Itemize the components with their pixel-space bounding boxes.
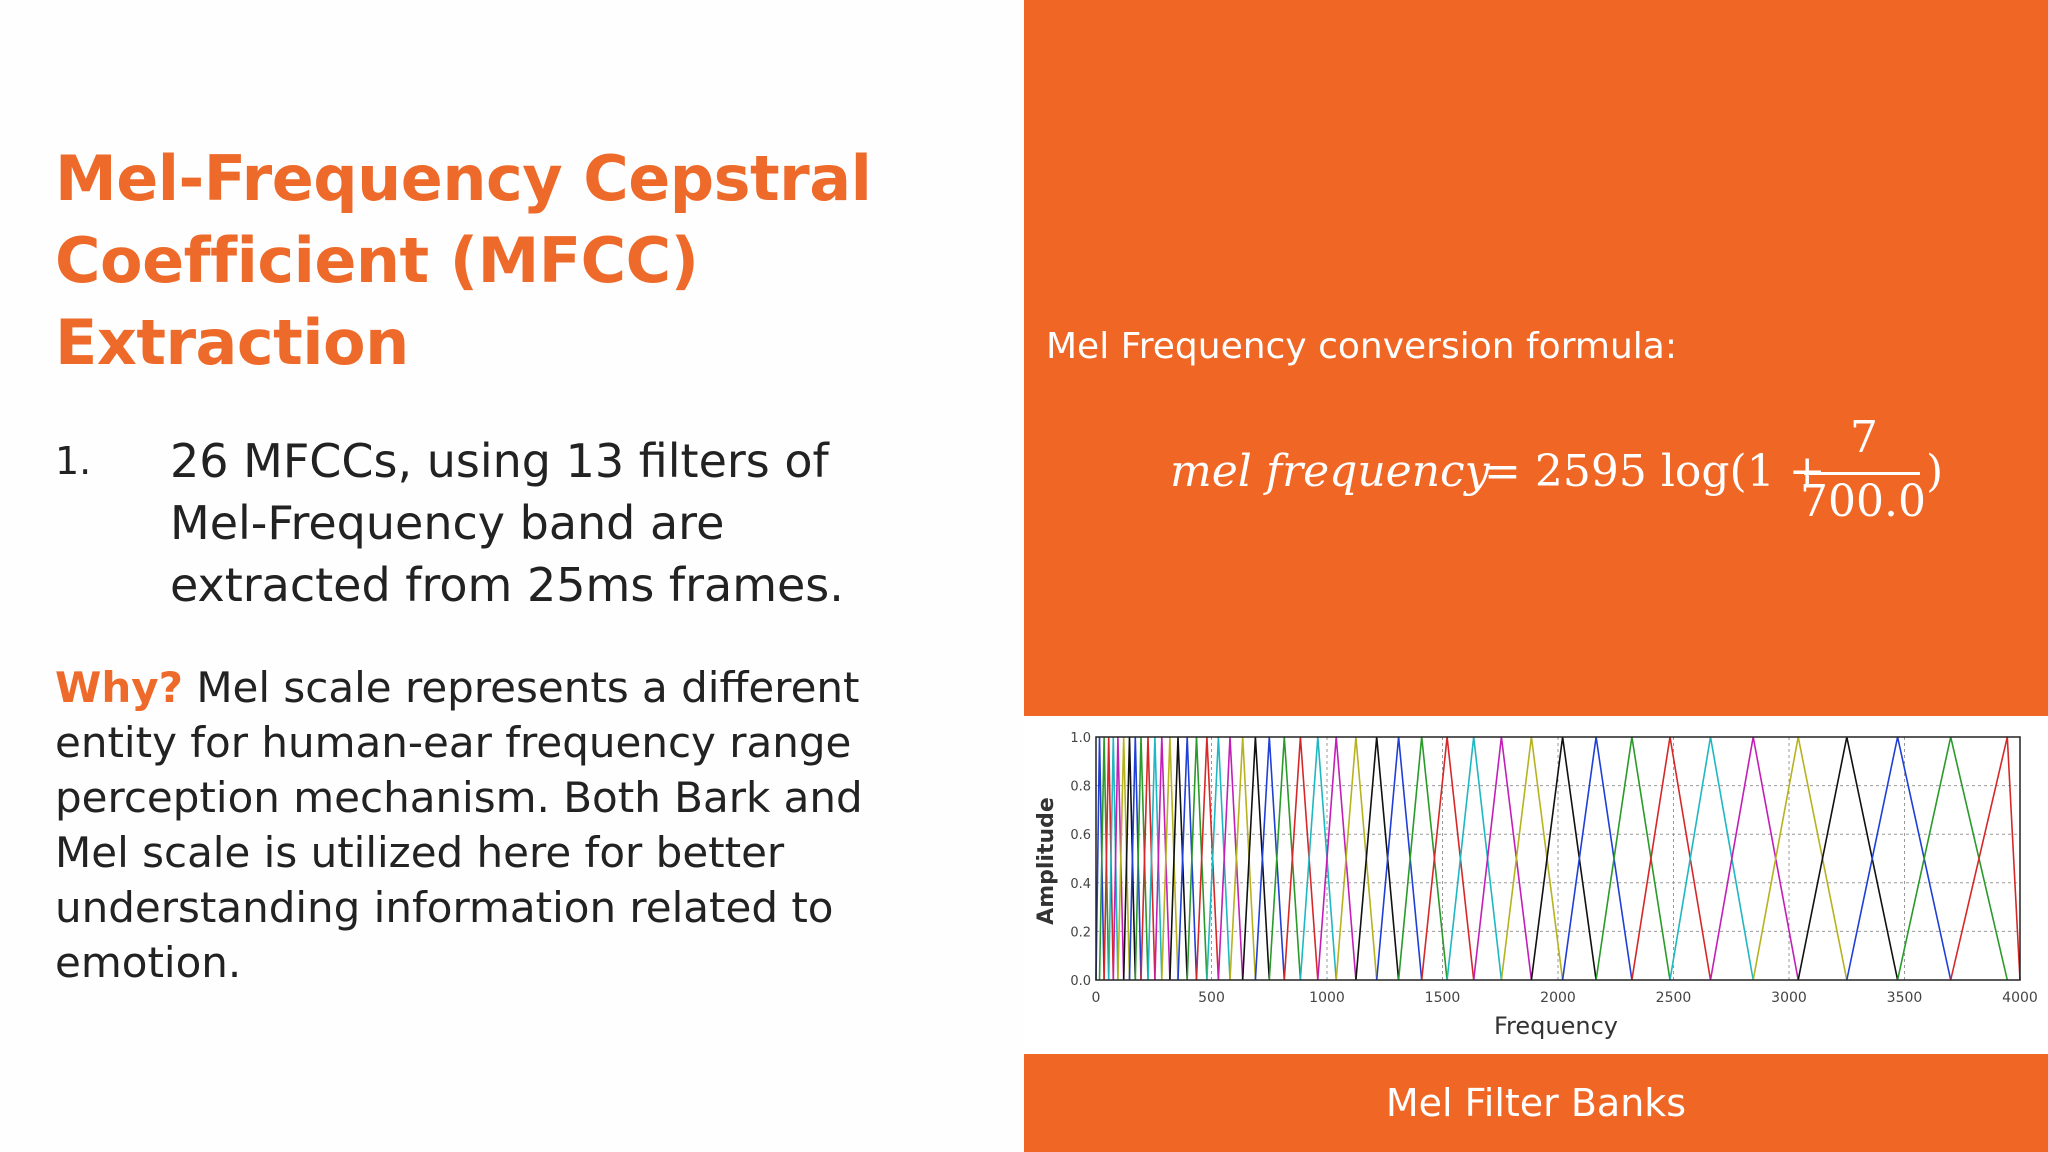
- filter-triangle: [1206, 736, 1231, 981]
- list-item-line-1: 26 MFCCs, using 13 filters of: [170, 434, 829, 488]
- y-tick-label: 0.0: [1070, 974, 1091, 989]
- why-label: Why?: [55, 663, 183, 712]
- filter-triangle: [1195, 736, 1220, 981]
- x-tick-label: 2000: [1540, 990, 1576, 1006]
- slide-title: Mel-Frequency Cepstral Coefficient (MFCC…: [55, 138, 995, 384]
- filter-triangle: [1161, 736, 1179, 981]
- filter-triangle: [1355, 736, 1400, 981]
- filter-triangle: [1530, 736, 1597, 981]
- filter-triangle: [1949, 736, 2021, 981]
- list-item-line-3: extracted from 25ms frames.: [170, 558, 844, 612]
- list-item-text: 26 MFCCs, using 13 filters of Mel-Freque…: [170, 430, 950, 616]
- filter-triangle: [1169, 736, 1188, 981]
- y-tick-label: 0.8: [1070, 780, 1091, 795]
- filter-triangle: [1797, 736, 1899, 981]
- title-line-2: Coefficient (MFCC): [55, 224, 699, 297]
- why-line-1-text: Mel scale represents a different: [182, 663, 860, 712]
- y-tick-label: 1.0: [1070, 731, 1091, 746]
- filter-triangle: [1446, 736, 1503, 981]
- y-tick-label: 0.4: [1070, 877, 1091, 892]
- x-tick-label: 2500: [1656, 990, 1692, 1006]
- filter-triangle: [1709, 736, 1799, 981]
- chart-caption: Mel Filter Banks: [1385, 1081, 1687, 1125]
- caption-bar: Mel Filter Banks: [1024, 1054, 2048, 1152]
- filter-triangle: [1217, 736, 1244, 981]
- filter-triangle: [1397, 736, 1448, 981]
- filter-triangle: [1128, 736, 1142, 981]
- why-line-1: Why? Mel scale represents a different: [55, 660, 995, 715]
- y-tick-label: 0.6: [1070, 828, 1091, 843]
- filter-triangle: [1896, 736, 2009, 981]
- list-item-line-2: Mel-Frequency band are: [170, 496, 725, 550]
- mel-formula: mel frequency = 2595 log(1 + 7 700.0 ): [1144, 412, 2004, 532]
- filter-triangle: [1122, 736, 1137, 981]
- title-line-3: Extraction: [55, 306, 409, 379]
- x-tick-label: 4000: [2002, 990, 2038, 1006]
- filter-triangle: [1241, 736, 1271, 981]
- x-tick-label: 0: [1092, 990, 1101, 1006]
- why-paragraph: Why? Mel scale represents a different en…: [55, 660, 995, 990]
- formula-numerator: 7: [1850, 412, 1878, 463]
- x-tick-label: 3500: [1887, 990, 1923, 1006]
- filter-triangle: [1420, 736, 1475, 981]
- x-tick-label: 3000: [1771, 990, 1807, 1006]
- filter-triangle: [1500, 736, 1564, 981]
- title-line-1: Mel-Frequency Cepstral: [55, 142, 872, 215]
- formula-close-paren: ): [1926, 446, 1944, 497]
- filter-triangle: [1472, 736, 1533, 981]
- formula-lhs: mel frequency: [1170, 446, 1490, 497]
- filter-triangle: [1561, 736, 1633, 981]
- filter-triangle: [1317, 736, 1357, 981]
- formula-rhs-prefix: = 2595 log(1 +: [1484, 446, 1826, 497]
- filter-triangle: [1283, 736, 1319, 981]
- left-panel: Mel-Frequency Cepstral Coefficient (MFCC…: [55, 138, 995, 990]
- filter-triangle: [1147, 736, 1163, 981]
- chart-svg: 0.0 0.2 0.4 0.6 0.8 1.0 0 500 1000 1500 2000 2500 3…: [1034, 731, 2038, 1040]
- filter-triangle: [1254, 736, 1286, 981]
- filter-triangle: [1375, 736, 1423, 981]
- filter-triangle: [1752, 736, 1848, 981]
- filter-triangle: [1595, 736, 1671, 981]
- why-line-3: perception mechanism. Both Bark and: [55, 773, 863, 822]
- filter-triangle: [1631, 736, 1712, 981]
- filter-triangle: [1669, 736, 1754, 981]
- formula-fraction-bar: [1804, 472, 1920, 475]
- why-line-2: entity for human-ear frequency range: [55, 718, 852, 767]
- x-tick-label: 1000: [1309, 990, 1345, 1006]
- filter-triangle: [1335, 736, 1378, 981]
- filter-triangle: [1186, 736, 1208, 981]
- plot-frame: [1095, 736, 2021, 981]
- x-tick-label: 500: [1198, 990, 1225, 1006]
- why-line-4: Mel scale is utilized here for better: [55, 828, 785, 877]
- why-line-5: understanding information related to: [55, 883, 834, 932]
- mel-filter-bank-chart: 0.0 0.2 0.4 0.6 0.8 1.0 0 500 1000 1500 2000 2500 3…: [1024, 716, 2048, 1054]
- list-item-number: 1.: [55, 439, 92, 483]
- x-tick-label: 1500: [1425, 990, 1461, 1006]
- why-line-6: emotion.: [55, 938, 242, 987]
- filter-triangle: [1846, 736, 1952, 981]
- formula-denominator: 700.0: [1800, 476, 1926, 527]
- filter-triangle: [1177, 736, 1198, 981]
- filter-triangle: [1268, 736, 1302, 981]
- filter-triangle: [1140, 736, 1156, 981]
- formula-label: Mel Frequency conversion formula:: [1046, 326, 1677, 367]
- x-axis-label: Frequency: [1494, 1012, 1618, 1040]
- formula-panel: Mel Frequency conversion formula: mel fr…: [1024, 0, 2048, 716]
- filter-triangle: [1229, 736, 1257, 981]
- filter-triangle: [1299, 736, 1337, 981]
- x-tick-labels: 0 500 1000 1500 2000 2500 3000 3500 4000: [1092, 990, 2038, 1006]
- y-tick-labels: 0.0 0.2 0.4 0.6 0.8 1.0: [1070, 731, 1091, 989]
- y-axis-label: Amplitude: [1034, 797, 1059, 925]
- filter-triangle: [1117, 736, 1131, 981]
- y-tick-label: 0.2: [1070, 925, 1091, 940]
